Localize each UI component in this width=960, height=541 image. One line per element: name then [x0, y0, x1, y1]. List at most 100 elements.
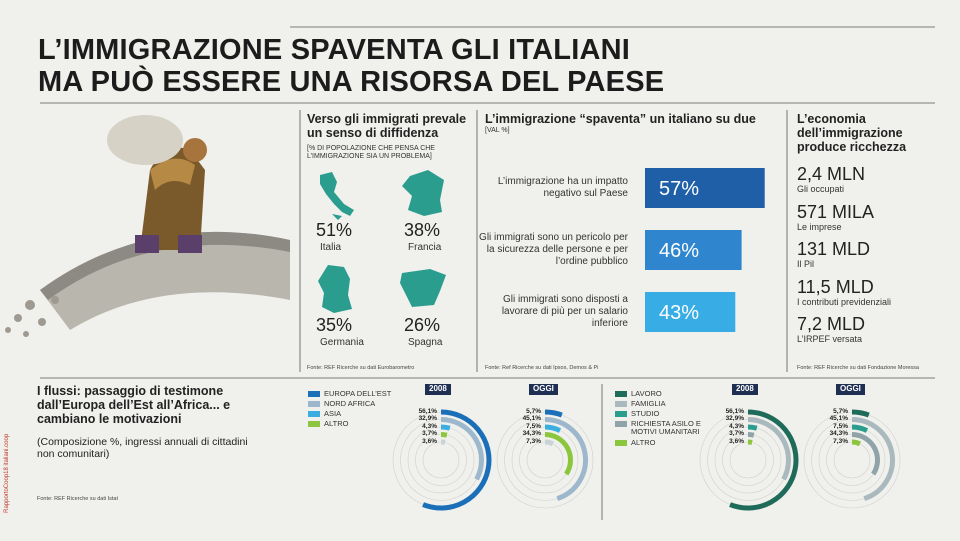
ring-value-label: 56,1% — [725, 407, 744, 415]
ring-arc — [544, 424, 562, 433]
stat-label: Germania — [320, 337, 364, 348]
ring-value-label: 5,7% — [833, 407, 848, 415]
ring-value-label: 3,7% — [422, 430, 437, 437]
bar-value-label: 46% — [659, 240, 699, 262]
section-title: L’immigrazione “spaventa” un italiano su… — [485, 112, 756, 126]
year-tag: 2008 — [732, 384, 758, 395]
country-map — [318, 265, 352, 313]
legend-label: EUROPA DELL’EST — [324, 389, 392, 398]
legend-label: NORD AFRICA — [324, 399, 376, 408]
ring-arc — [422, 409, 492, 511]
stat-label: Spagna — [408, 337, 443, 348]
ring-arc — [747, 424, 758, 431]
ring-value-label: 7,5% — [833, 422, 848, 430]
ring-value-label: 34,3% — [829, 430, 848, 437]
stat-label: Francia — [408, 242, 442, 253]
stat-label: I contributi previdenziali — [797, 296, 892, 307]
bar — [645, 168, 765, 208]
rules — [40, 26, 935, 520]
legend-swatch — [615, 440, 627, 446]
year-tag: OGGI — [836, 384, 865, 395]
ring-value-label: 45,1% — [829, 415, 848, 422]
ring-arc — [440, 432, 448, 438]
ring-arc — [544, 432, 573, 476]
ring-arc — [544, 439, 555, 447]
source: Fonte: Ref Ricerche su dati Ipsos, Demos… — [485, 365, 599, 371]
section-subtitle: [% DI POPOLAZIONE CHE PENSA CHE L’IMMIGR… — [307, 145, 435, 160]
ring-arc — [544, 409, 563, 418]
ring-value-label: 4,3% — [729, 422, 744, 430]
section-subtitle: (Composizione %, ingressi annuali di cit… — [37, 436, 248, 460]
bar-category: Gli immigrati sono disposti a lavorare d… — [501, 294, 628, 329]
bar-category: L’immigrazione ha un impatto negativo su… — [497, 176, 628, 199]
source: Fonte: REF Ricerche su dati Istat — [37, 496, 119, 502]
ring-value-label: 4,3% — [422, 422, 437, 430]
legend-swatch — [308, 401, 320, 407]
source: Fonte: REF Ricerche su dati Fondazione M… — [797, 365, 919, 371]
ring-value-label: 7,3% — [526, 437, 541, 445]
stat-value: 131 MLD — [797, 239, 871, 259]
ring-arc — [851, 439, 862, 447]
legend-swatch — [615, 421, 627, 427]
country-map — [320, 172, 354, 220]
ring-track — [422, 441, 460, 479]
legend-swatch — [308, 391, 320, 397]
ring-track — [833, 441, 871, 479]
country-map — [402, 170, 444, 216]
ring-value-label: 3,6% — [729, 437, 744, 445]
bar — [645, 230, 742, 270]
legend-swatch — [308, 411, 320, 417]
legend-swatch — [615, 411, 627, 417]
ring-value-label: 34,3% — [522, 430, 541, 437]
title: MA PUÒ ESSERE UNA RISORSA DEL PAESE — [38, 66, 665, 98]
ring-arc — [747, 432, 755, 438]
ring-value-label: 5,7% — [526, 407, 541, 415]
section-title: I flussi: passaggio di testimone dall’Eu… — [37, 384, 231, 426]
legend-swatch — [308, 421, 320, 427]
stat-label: Il Pil — [797, 259, 815, 269]
ring-arc — [851, 424, 869, 433]
section-title: L’economia dell’immigrazione produce ric… — [797, 112, 907, 154]
country-map — [400, 269, 446, 307]
ring-track — [729, 441, 767, 479]
stat-label: L’IRPEF versata — [797, 334, 863, 344]
ring-arc — [851, 409, 870, 418]
ring-value-label: 3,7% — [729, 430, 744, 437]
ring-value-label: 32,9% — [418, 415, 437, 422]
legend-label: ALTRO — [631, 438, 656, 447]
bar-category: Gli immigrati sono un pericolo per la si… — [479, 232, 628, 267]
ring-arc — [440, 424, 451, 431]
legend-label: LAVORO — [631, 389, 662, 398]
legend-swatch — [615, 391, 627, 397]
legend-label: ASIA — [324, 409, 342, 418]
source: Fonte: REF Ricerche su dati Eurobarometr… — [307, 365, 415, 371]
section-subtitle: [VAL %] — [485, 127, 510, 134]
stat-value: 2,4 MLN — [797, 164, 866, 184]
ring-arc — [851, 417, 895, 501]
legend-label: STUDIO — [631, 409, 660, 418]
stat-value: 11,5 MLD — [797, 276, 874, 297]
ring-arc — [729, 409, 799, 511]
stat-label: Italia — [320, 242, 342, 253]
legend-label: ALTRO — [324, 419, 349, 428]
ring-arc — [851, 432, 880, 476]
section-title: Verso gli immigrati prevale un senso di … — [307, 112, 467, 140]
ring-arc — [747, 417, 791, 481]
ring-arc — [440, 417, 484, 481]
ring-track — [526, 441, 564, 479]
stat-value: 35% — [316, 315, 353, 335]
ring-value-label: 7,5% — [526, 422, 541, 430]
bar-value-label: 43% — [659, 302, 699, 324]
illustration — [5, 115, 290, 337]
bar-value-label: 57% — [659, 178, 699, 200]
ring-arc — [544, 417, 588, 501]
ring-value-label: 32,9% — [725, 415, 744, 422]
title: L’IMMIGRAZIONE SPAVENTA GLI ITALIANI — [38, 34, 631, 66]
ring-value-label: 7,3% — [833, 437, 848, 445]
legend-swatch — [615, 401, 627, 407]
stat-value: 571 MILA — [797, 201, 875, 222]
stat-value: 38% — [404, 220, 441, 240]
year-tag: 2008 — [425, 384, 451, 395]
